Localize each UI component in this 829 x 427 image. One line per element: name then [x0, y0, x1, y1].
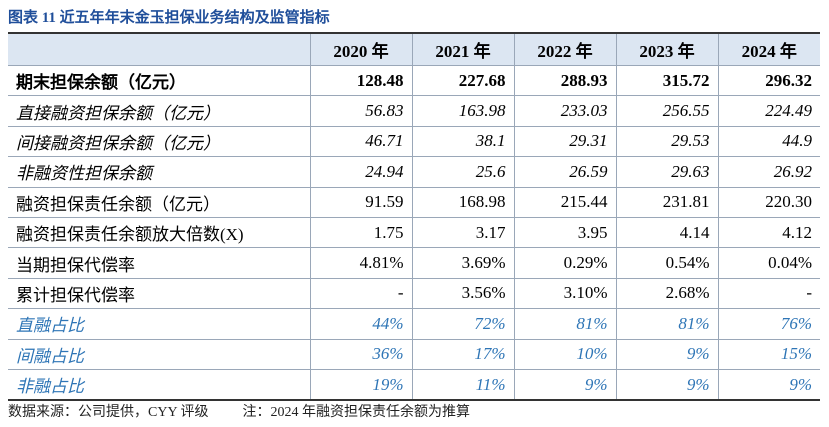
cell: 10% — [513, 338, 616, 370]
table-row: 期末担保余额（亿元） 128.48 227.68 288.93 315.72 296.32 — [8, 64, 820, 97]
cell: 9% — [513, 368, 616, 402]
cell: 3.56% — [411, 277, 514, 310]
cell: 29.53 — [615, 125, 718, 158]
row-label: 直融占比 — [8, 308, 310, 340]
column-header: 2024 年 — [717, 32, 820, 66]
row-label: 非融占比 — [8, 368, 310, 402]
table-row: 累计担保代偿率 -3.56% 3.10% 2.68% - — [8, 277, 820, 310]
cell: 26.92 — [717, 156, 820, 188]
row-label: 融资担保责任余额放大倍数(X) — [8, 216, 310, 249]
table-row: 非融占比 19% 11% 9% 9% 9% — [8, 368, 820, 402]
cell: 56.83 — [309, 95, 412, 127]
cell: 17% — [411, 338, 514, 370]
table-row: 直融占比 44% 72% 81% 81% 76% — [8, 308, 820, 340]
cell: 224.49 — [717, 95, 820, 127]
cell: 81% — [513, 308, 616, 340]
cell: 163.98 — [411, 95, 514, 127]
table-body: 期末担保余额（亿元） 128.48 227.68 288.93 315.72 296.32… — [8, 64, 820, 402]
cell: 4.12 — [717, 216, 820, 249]
table-row: 间融占比 36% 17% 10% 9% 15% — [8, 338, 820, 370]
cell: 46.71 — [309, 125, 412, 158]
cell: 4.14 — [615, 216, 718, 249]
cell: - — [717, 277, 820, 310]
table-row: 直接融资担保余额（亿元） 56.83 163.98 233.03 256.55 224.4… — [8, 95, 820, 127]
column-header: 2020 年 — [309, 32, 412, 66]
cell: 26.59 — [513, 156, 616, 188]
cell: 24.94 — [309, 156, 412, 188]
cell: 128.48 — [309, 64, 412, 97]
cell: 9% — [717, 368, 820, 402]
row-label: 直接融资担保余额（亿元） — [8, 95, 310, 127]
row-label: 间融占比 — [8, 338, 310, 370]
cell: 72% — [411, 308, 514, 340]
cell: 168.98 — [411, 186, 514, 218]
column-header: 2021 年 — [411, 32, 514, 66]
cell: 29.31 — [513, 125, 616, 158]
cell: 0.54% — [615, 247, 718, 279]
footer: 数据来源：公司提供，CYY 评级 注：2024 年融资担保责任余额为推算 — [8, 401, 470, 421]
cell: 3.95 — [513, 216, 616, 249]
cell: - — [309, 277, 412, 310]
cell: 11% — [411, 368, 514, 402]
title: 图表 11 近五年年末金玉担保业务结构及监管指标 — [8, 10, 330, 26]
cell: 9% — [615, 338, 718, 370]
cell: 315.72 — [615, 64, 718, 97]
table-row: 当期担保代偿率 4.81% 3.69% 0.29% 0.54% 0.04% — [8, 247, 820, 279]
cell: 256.55 — [615, 95, 718, 127]
header-row: 2020 年 2021 年 2022 年 2023 年 2024 年 — [8, 32, 820, 66]
cell: 0.29% — [513, 247, 616, 279]
source: 数据来源：公司提供，CYY 评级 — [8, 405, 209, 420]
data-table: 2020 年 2021 年 2022 年 2023 年 2024 年 期末担保余额（亿元… — [8, 32, 820, 402]
cell: 81% — [615, 308, 718, 340]
cell: 91.59 — [309, 186, 412, 218]
cell: 38.1 — [411, 125, 514, 158]
cell: 4.81% — [309, 247, 412, 279]
cell: 215.44 — [513, 186, 616, 218]
cell: 76% — [717, 308, 820, 340]
cell: 3.69% — [411, 247, 514, 279]
row-label: 累计担保代偿率 — [8, 277, 310, 310]
row-label: 期末担保余额（亿元） — [8, 64, 310, 97]
row-label: 间接融资担保余额（亿元） — [8, 125, 310, 158]
cell: 288.93 — [513, 64, 616, 97]
column-header: 2022 年 — [513, 32, 616, 66]
cell: 9% — [615, 368, 718, 402]
table-row: 融资担保责任余额放大倍数(X) 1.75 3.17 3.95 4.14 4.12 — [8, 216, 820, 249]
cell: 3.10% — [513, 277, 616, 310]
row-label: 融资担保责任余额（亿元） — [8, 186, 310, 218]
cell: 233.03 — [513, 95, 616, 127]
cell: 0.04% — [717, 247, 820, 279]
cell: 36% — [309, 338, 412, 370]
row-label: 当期担保代偿率 — [8, 247, 310, 279]
cell: 25.6 — [411, 156, 514, 188]
column-header: 2023 年 — [615, 32, 718, 66]
table-row: 融资担保责任余额（亿元） 91.59 168.98 215.44 231.81 220.3… — [8, 186, 820, 218]
table-row: 间接融资担保余额（亿元） 46.71 38.1 29.31 29.53 44.9 — [8, 125, 820, 158]
cell: 2.68% — [615, 277, 718, 310]
note: 注：2024 年融资担保责任余额为推算 — [242, 405, 471, 420]
table-row: 非融资性担保余额 24.94 25.6 26.59 29.63 26.92 — [8, 156, 820, 188]
cell: 44.9 — [717, 125, 820, 158]
row-label: 非融资性担保余额 — [8, 156, 310, 188]
cell: 15% — [717, 338, 820, 370]
cell: 1.75 — [309, 216, 412, 249]
cell: 29.63 — [615, 156, 718, 188]
cell: 3.17 — [411, 216, 514, 249]
cell: 19% — [309, 368, 412, 402]
cell: 296.32 — [717, 64, 820, 97]
cell: 231.81 — [615, 186, 718, 218]
cell: 227.68 — [411, 64, 514, 97]
cell: 44% — [309, 308, 412, 340]
column-header — [8, 32, 310, 66]
cell: 220.30 — [717, 186, 820, 218]
